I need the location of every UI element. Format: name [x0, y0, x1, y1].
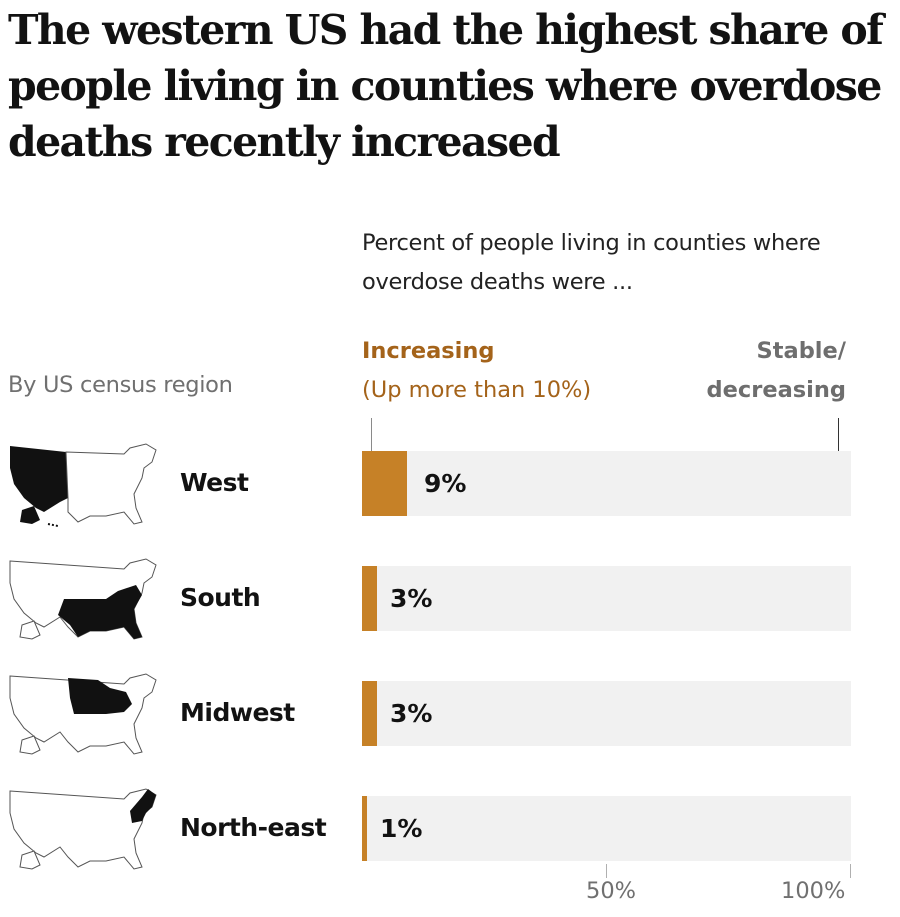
bar-row-northeast: North-east 1% — [0, 781, 900, 896]
region-label: South — [180, 583, 261, 612]
bar-track: 1% — [362, 796, 851, 861]
bar-value-label: 3% — [390, 699, 433, 728]
bar-value-label: 1% — [380, 814, 423, 843]
legend-increasing: Increasing (Up more than 10%) — [362, 332, 591, 410]
region-label: West — [180, 468, 249, 497]
us-map-northeast-icon — [9, 788, 157, 870]
region-label: North-east — [180, 813, 327, 842]
us-map-midwest-icon — [9, 673, 157, 755]
axis-label-100: 100% — [781, 878, 846, 904]
us-map-south-icon — [9, 558, 157, 640]
legend-stable-leader-line — [838, 418, 839, 451]
bar-value-label: 3% — [390, 584, 433, 613]
bar-increasing — [362, 451, 407, 516]
bar-increasing — [362, 566, 377, 631]
bar-track: 3% — [362, 566, 851, 631]
bar-row-west: West 9% — [0, 436, 900, 551]
legend-stable-line2: decreasing — [706, 377, 846, 403]
legend-stable-line1: Stable/ — [756, 338, 846, 364]
bar-increasing — [362, 796, 367, 861]
axis-tick-50 — [606, 864, 607, 878]
bar-row-south: South 3% — [0, 551, 900, 666]
region-axis-heading: By US census region — [8, 372, 233, 398]
bar-row-midwest: Midwest 3% — [0, 666, 900, 781]
legend-increasing-leader-line — [371, 418, 372, 451]
legend-increasing-label: Increasing — [362, 338, 495, 364]
bar-increasing — [362, 681, 377, 746]
chart-subtitle: Percent of people living in counties whe… — [362, 230, 821, 295]
bar-value-label: 9% — [424, 469, 467, 498]
region-label: Midwest — [180, 698, 295, 727]
legend-increasing-sublabel: (Up more than 10%) — [362, 377, 592, 403]
axis-tick-100 — [850, 864, 851, 878]
axis-label-50: 50% — [586, 878, 637, 904]
bar-track: 3% — [362, 681, 851, 746]
us-map-west-icon — [10, 443, 157, 527]
bar-track: 9% — [362, 451, 851, 516]
legend-stable-decreasing: Stable/ decreasing — [707, 332, 846, 410]
chart-title: The western US had the highest share of … — [8, 6, 884, 166]
